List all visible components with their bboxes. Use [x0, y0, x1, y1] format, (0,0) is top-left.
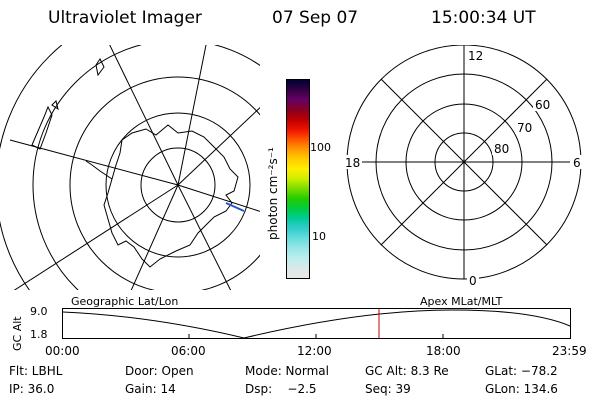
- x-tick-1200: 12:00: [297, 344, 332, 358]
- colorbar: [286, 79, 310, 279]
- altitude-timeline: [62, 308, 571, 339]
- latitude-circle: [32, 45, 260, 290]
- timeline-axis-title: GC Alt: [11, 316, 24, 351]
- mlt-label-0: 0: [469, 274, 477, 288]
- lat-label-70: 70: [517, 121, 532, 135]
- y-tick-low: 1.8: [30, 328, 48, 341]
- meridian-line: [177, 184, 260, 212]
- polar-plot: 12 18 6 0 60 70 80: [342, 45, 582, 288]
- colorbar-unit-label: photon cm⁻²s⁻¹: [266, 147, 280, 240]
- auroral-emission: [225, 202, 245, 212]
- altitude-curve: [62, 309, 571, 339]
- south-america-tip: [31, 105, 53, 150]
- meridian-line: [177, 107, 260, 186]
- antarctica-coastline: [103, 124, 239, 268]
- geographic-map: [0, 45, 260, 290]
- antarctic-peninsula: [85, 160, 113, 180]
- x-tick-0600: 06:00: [171, 344, 206, 358]
- status-gain: Gain: 14: [125, 382, 176, 396]
- status-glat: GLat: −78.2: [485, 364, 558, 378]
- mlt-diagonal: [380, 78, 548, 246]
- meridian-line: [177, 45, 207, 186]
- meridian-line: [13, 184, 179, 290]
- colorbar-tick-10: 10: [312, 230, 326, 243]
- time-label: 15:00:34 UT: [431, 8, 536, 28]
- date-label: 07 Sep 07: [272, 8, 359, 28]
- app-title: Ultraviolet Imager: [48, 8, 202, 28]
- colorbar-tick-100: 100: [310, 141, 331, 154]
- x-tick-2359: 23:59: [552, 344, 587, 358]
- lat-label-60: 60: [535, 98, 550, 112]
- lat-label-80: 80: [494, 142, 509, 156]
- y-tick-high: 9.0: [30, 305, 48, 318]
- meridian-line: [177, 184, 232, 290]
- status-mode: Mode: Normal: [245, 364, 329, 378]
- status-door: Door: Open: [125, 364, 194, 378]
- x-tick-1800: 18:00: [426, 344, 461, 358]
- timeline-left-label: Geographic Lat/Lon: [71, 295, 179, 308]
- latitude-circle: [105, 112, 251, 258]
- x-tick-0000: 00:00: [45, 344, 80, 358]
- status-glon: GLon: 134.6: [485, 382, 558, 396]
- status-filter: Flt: LBHL: [9, 364, 63, 378]
- latitude-circle: [69, 76, 260, 290]
- latitude-circle: [0, 45, 63, 290]
- mlt-label-12: 12: [468, 49, 483, 63]
- timeline-right-label: Apex MLat/MLT: [420, 295, 503, 308]
- meridian-line: [130, 184, 179, 290]
- status-gc-alt: GC Alt: 8.3 Re: [365, 364, 449, 378]
- status-ip: IP: 36.0: [9, 382, 55, 396]
- island-outline: [51, 100, 59, 111]
- status-dsp: Dsp: −2.5: [245, 382, 317, 396]
- mlt-label-18: 18: [345, 156, 360, 170]
- latitude-circle: [140, 147, 216, 223]
- status-seq: Seq: 39: [365, 382, 411, 396]
- island-outline: [95, 58, 105, 77]
- meridian-line: [109, 45, 179, 186]
- mlt-label-6: 6: [573, 156, 581, 170]
